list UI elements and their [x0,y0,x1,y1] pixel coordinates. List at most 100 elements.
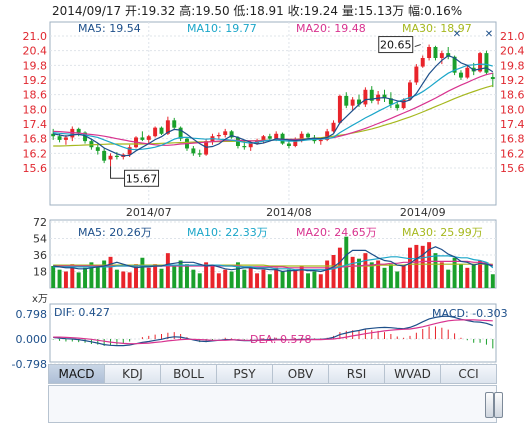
candle-body [267,136,272,139]
price-marker-star-1: ✕ [453,29,461,40]
volume-bar [248,267,253,288]
volume-bar [325,260,330,288]
tab-wvad[interactable]: WVAD [385,365,441,383]
volume-bar [299,266,304,288]
navigator-right-handle[interactable] [494,392,503,418]
candle-body [165,120,170,134]
volume-bar [108,256,113,288]
volume-bar [414,244,419,288]
volume-bar [261,269,266,288]
volume-tick: 18 [33,266,47,279]
tab-boll[interactable]: BOLL [161,365,217,383]
volume-ma10-line [53,255,494,271]
volume-bar [274,267,279,288]
volume-bar [306,273,311,288]
volume-bar [185,264,189,288]
candle-body [89,141,94,148]
price-tick-left: 15.6 [23,162,48,175]
volume-bar [242,269,247,288]
volume-bar [165,253,170,288]
macd-dif-line [53,315,493,347]
low-marker-label: 15.67 [126,172,158,185]
x-tick-label: 2014/07 [126,206,172,219]
tab-obv[interactable]: OBV [273,365,329,383]
price-tick-right: 21.0 [500,30,525,43]
candle-body [274,133,279,139]
candle-body [465,67,470,78]
volume-bar [95,265,100,288]
candle-body [229,131,234,138]
volume-bar [350,256,355,288]
tab-psy[interactable]: PSY [217,365,273,383]
x-tick-label: 2014/09 [400,206,446,219]
tab-kdj[interactable]: KDJ [105,365,161,383]
volume-bar [204,262,209,288]
volume-bar [191,269,196,288]
volume-bar [369,262,374,288]
volume-bar [420,245,425,288]
volume-bar [255,273,260,288]
price-tick-left: 21.0 [23,30,48,43]
volume-bar [159,268,164,288]
candle-body [51,133,56,137]
volume-bar [376,260,381,288]
macd-dea-line [53,319,493,345]
volume-bar [210,266,215,288]
macd-panel-frame [49,303,497,363]
candle-body [484,53,489,73]
candle-body [127,147,132,155]
volume-legend-3: MA20: 24.65万 [296,226,377,239]
candle-body [363,89,368,105]
price-tick-left: 19.2 [23,74,48,87]
candle-body [490,77,495,80]
volume-bar [121,271,126,288]
candle-body [235,137,240,146]
volume-bar [382,267,387,288]
candle-body [401,99,406,109]
quote-summary: 2014/09/17 开:19.32 高:19.50 低:18.91 收:19.… [52,4,463,18]
timeline-navigator[interactable] [48,385,497,423]
volume-bar [312,271,317,288]
volume-bar [70,264,75,288]
price-tick-left: 16.8 [23,133,48,146]
volume-bar [223,269,228,288]
candle-body [433,47,438,58]
volume-bar [465,267,470,288]
volume-bar [427,242,432,288]
low-marker-box [124,169,160,187]
indicator-tabs: MACD KDJ BOLL PSY OBV RSI WVAD CCI [48,364,497,384]
candle-body [140,137,145,140]
tab-rsi[interactable]: RSI [329,365,385,383]
tab-macd[interactable]: MACD [49,365,105,383]
volume-bar [331,255,336,288]
volume-tick: 54 [33,233,47,246]
volume-bar [388,264,393,288]
price-tick-right: 18.6 [500,89,525,102]
volume-legend-2: MA10: 22.33万 [187,226,268,239]
candle-body [414,66,419,83]
candle-body [318,139,323,142]
volume-bar [140,257,145,288]
price-legend-1: MA5: 19.54 [78,22,141,35]
candle-body [153,127,158,137]
price-tick-left: 16.2 [23,147,48,160]
candle-body [204,141,209,155]
candle-body [344,95,349,106]
navigator-left-handle[interactable] [485,392,494,418]
candle-body [146,136,151,140]
volume-bar [286,269,291,288]
macd-tick: 0.000 [16,333,48,346]
tab-cci[interactable]: CCI [458,367,479,381]
volume-legend-1: MA5: 20.26万 [78,226,152,239]
volume-bar [235,262,240,288]
price-legend-3: MA20: 19.48 [296,22,366,35]
candle-body [357,99,361,105]
candle-body [439,53,444,58]
volume-bar [357,258,361,288]
candle-body [191,148,196,154]
candle-body [286,143,291,146]
candle-body [242,146,247,148]
candle-body [172,120,177,128]
